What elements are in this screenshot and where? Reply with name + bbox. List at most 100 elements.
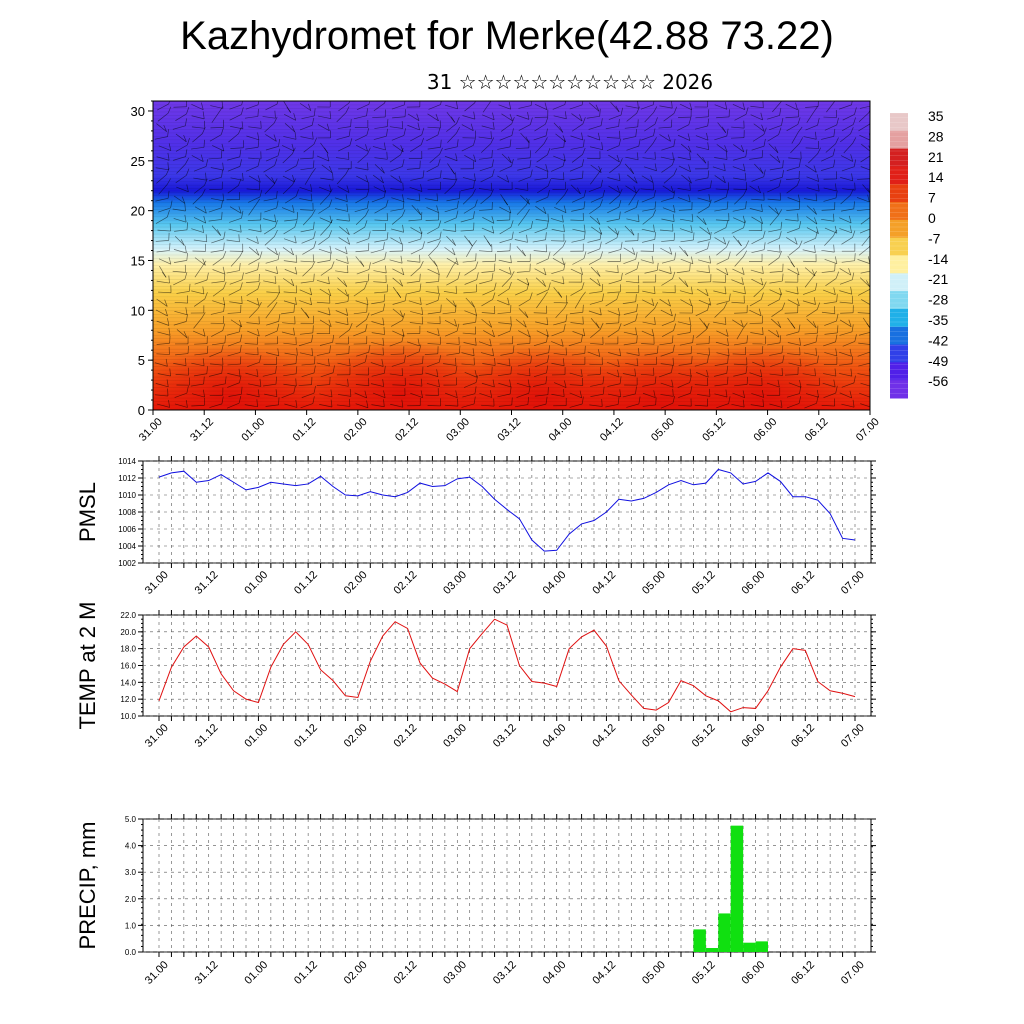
wind-barb-flag (168, 327, 171, 336)
wind-barb (658, 372, 672, 378)
wind-barb-flag (580, 334, 583, 343)
wind-barb-flag (547, 178, 551, 187)
wind-barb-flag (742, 390, 746, 398)
wind-barb (336, 112, 347, 123)
wind-barb (175, 144, 188, 152)
wind-barb-flag (295, 189, 299, 197)
wind-barb (839, 351, 852, 357)
wind-barb (788, 246, 800, 256)
colorbar-swatch (890, 219, 908, 239)
wind-barb-flag (457, 271, 461, 280)
wind-barb-flag (582, 147, 586, 155)
wind-barb (570, 268, 583, 275)
wind-barb-flag (165, 358, 168, 367)
wind-barb-flag (740, 145, 745, 153)
wind-barb (282, 184, 293, 195)
wind-barb (590, 266, 601, 277)
wind-barb-flag (186, 385, 189, 394)
wind-barb-flag (348, 128, 351, 137)
wind-barb-flag (238, 319, 243, 327)
wind-barb (626, 145, 639, 151)
x-tick-label: 06.12 (789, 959, 817, 987)
wind-barb (790, 143, 800, 154)
wind-barb-flag (204, 292, 208, 300)
wind-barb (626, 352, 640, 356)
wind-barb-flag (723, 163, 726, 171)
wind-barb-flag (367, 147, 371, 155)
wind-barb-flag (721, 126, 727, 133)
wind-barb-flag (763, 127, 767, 135)
wind-barb (859, 134, 870, 141)
wind-barb (410, 144, 422, 152)
wind-barb-flag (618, 118, 620, 127)
y-tick-label: 12.0 (120, 695, 136, 704)
wind-barb-flag (506, 175, 510, 183)
wind-barb (678, 363, 692, 366)
wind-barb (661, 320, 675, 326)
wind-barb-flag (595, 322, 600, 329)
wind-barb (300, 403, 314, 409)
wind-barb (786, 393, 800, 398)
wind-barb-flag (834, 256, 838, 264)
wind-barb-flag (690, 225, 693, 233)
wind-barb (446, 352, 460, 356)
wind-barb (229, 279, 243, 285)
wind-barb (158, 145, 171, 151)
wind-barb (356, 238, 369, 244)
wind-barb (318, 186, 332, 193)
wind-barb-flag (779, 231, 782, 239)
wind-barb-flag (633, 186, 637, 194)
wind-barb (551, 280, 565, 285)
wind-barb (158, 291, 172, 294)
wind-barb (390, 208, 404, 212)
wind-barb (587, 135, 600, 141)
wind-barb-flag (222, 323, 226, 331)
wind-barb-flag (782, 160, 784, 168)
wind-barb-flag (239, 159, 243, 167)
wind-barb (478, 136, 492, 140)
wind-barb-flag (326, 123, 330, 131)
wind-barb (660, 309, 673, 317)
wind-barb-flag (366, 200, 369, 209)
wind-barb (156, 123, 167, 132)
wind-barb (283, 238, 297, 244)
wind-barb-flag (707, 118, 710, 127)
x-tick-label: 06.12 (789, 569, 817, 597)
wind-barb-flag (348, 358, 351, 367)
wind-barb-flag (778, 127, 782, 135)
wind-barb (425, 300, 439, 306)
wind-barb-flag (367, 273, 370, 282)
wind-barb (661, 330, 674, 337)
wind-barb-flag (637, 275, 640, 283)
wind-barb (623, 247, 635, 255)
wind-barb (732, 353, 746, 355)
wind-barb-flag (437, 127, 441, 136)
wind-barb-flag (309, 297, 312, 305)
wind-barb (248, 196, 261, 203)
wind-barb-flag (849, 188, 854, 196)
wind-barb (570, 322, 584, 325)
wind-barb (590, 393, 604, 397)
wind-barb-flag (383, 365, 386, 374)
wind-barb (374, 206, 387, 214)
wind-barb (300, 280, 314, 284)
x-tick-label: 04.00 (547, 416, 575, 444)
wind-barb (444, 320, 457, 327)
wind-barb-flag (871, 164, 873, 171)
colorbar-swatch (890, 166, 908, 185)
wind-barb-flag (526, 182, 529, 191)
wind-barb (229, 104, 242, 110)
wind-barb-flag (543, 206, 547, 214)
wind-barb-flag (186, 252, 188, 261)
wind-barb (839, 319, 852, 327)
wind-barb (319, 288, 332, 297)
wind-barb (699, 226, 711, 235)
wind-barb-flag (346, 256, 349, 264)
wind-barb (590, 226, 603, 235)
wind-barb (785, 219, 799, 222)
x-tick-label: 01.12 (292, 722, 320, 750)
wind-barb (535, 321, 548, 326)
wind-barb (371, 301, 385, 305)
wind-barb (605, 126, 619, 130)
